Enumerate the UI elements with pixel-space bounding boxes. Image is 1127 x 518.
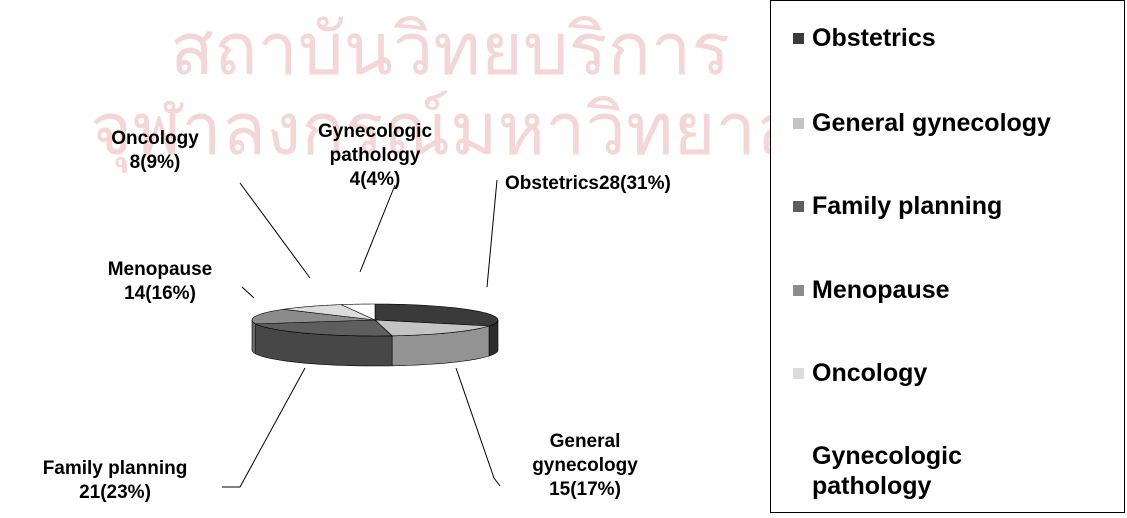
chart	[222, 179, 501, 488]
slice-label: General gynecology 15(17%)	[500, 430, 670, 502]
legend-label: Oncology	[812, 359, 928, 387]
slice	[374, 303, 499, 327]
legend-item: Menopause	[793, 275, 1123, 305]
legend-label: Gynecologic pathology	[812, 442, 963, 500]
legend-item: Oncology	[793, 358, 1123, 388]
legend: Obstetrics General gynecology Family plann…	[770, 0, 1125, 513]
pie	[251, 303, 499, 367]
slice-label: Obstetrics28(31%)	[505, 172, 671, 196]
slice-side	[251, 319, 256, 355]
slice-label: Oncology 8(9%)	[85, 127, 225, 175]
legend-swatch	[793, 451, 804, 462]
slice	[374, 319, 490, 337]
label-name: Oncology	[111, 128, 199, 149]
label-name: Obstetrics	[505, 173, 599, 194]
legend-item: Family planning	[793, 191, 1123, 221]
legend-swatch	[793, 368, 804, 379]
leader-lines	[222, 179, 501, 488]
leader-line	[239, 182, 311, 279]
label-name: Menopause	[107, 259, 213, 280]
legend-swatch	[793, 201, 804, 212]
leader-line	[486, 179, 498, 288]
legend-item: Obstetrics	[793, 23, 1123, 53]
label-value: 15(17%)	[549, 479, 621, 500]
leader-line	[359, 184, 396, 273]
watermark-line: จุฬาลงกรณ์มหาวิทยาลัย	[90, 90, 843, 170]
legend-item: Gynecologic pathology	[793, 441, 1123, 501]
slice	[251, 308, 376, 325]
legend-label: Menopause	[812, 276, 950, 304]
legend-swatch	[793, 118, 804, 129]
legend-item: General gynecology	[793, 108, 1123, 138]
legend-swatch	[793, 33, 804, 44]
label-value: 28(31%)	[598, 173, 671, 194]
label-value: 21(23%)	[79, 482, 151, 503]
legend-label: Obstetrics	[812, 24, 936, 52]
slice	[340, 303, 376, 321]
label-name: Gynecologic pathology	[317, 121, 433, 166]
label-value: 8(9%)	[129, 152, 181, 173]
slice-label: Menopause 14(16%)	[80, 258, 240, 306]
legend-swatch	[793, 285, 804, 296]
slice	[283, 304, 376, 321]
label-value: 14(16%)	[124, 283, 196, 304]
slice-label: Family planning 21(23%)	[5, 457, 225, 505]
slice-label: Gynecologic pathology 4(4%)	[300, 120, 450, 192]
legend-label: Family planning	[812, 192, 1003, 220]
leader-line	[241, 286, 255, 299]
watermark-line: สถาบันวิทยบริการ	[170, 10, 731, 90]
legend-label: General gynecology	[812, 109, 1051, 137]
watermark: สถาบันวิทยบริการ จุฬาลงกรณ์มหาวิทยาลัย	[90, 10, 842, 170]
label-value: 4(4%)	[349, 169, 401, 190]
label-name: General gynecology	[532, 431, 638, 476]
leader-line	[222, 367, 306, 488]
label-name: Family planning	[42, 458, 188, 479]
leader-line	[455, 367, 501, 487]
slice	[255, 319, 393, 337]
